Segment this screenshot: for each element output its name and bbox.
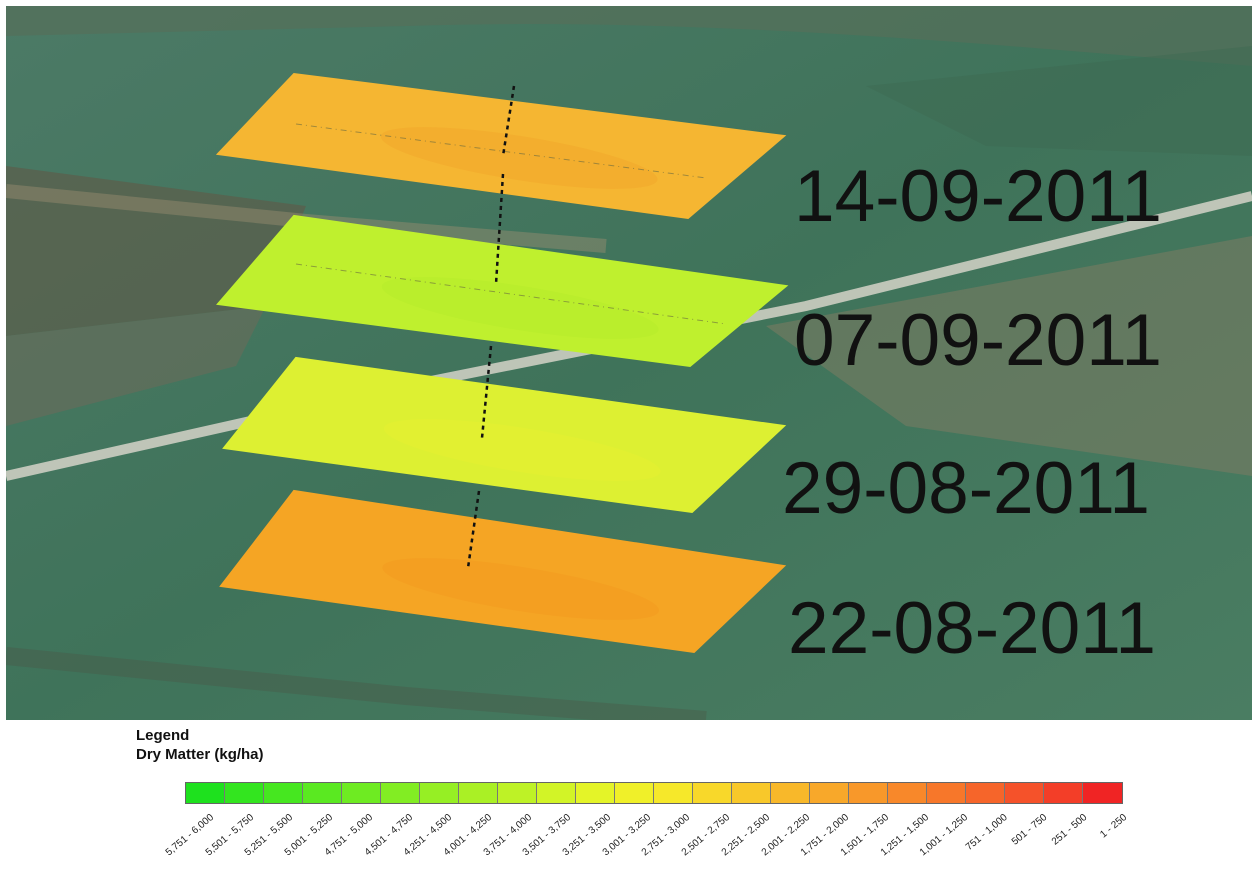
legend-swatch (381, 783, 420, 803)
dashed-segment (501, 85, 516, 157)
legend-swatch (459, 783, 498, 803)
legend-swatch (966, 783, 1005, 803)
dashed-segment (466, 490, 481, 569)
legend-swatch (693, 783, 732, 803)
date-label-29-08-2011: 29-08-2011 (782, 448, 1150, 529)
dry-matter-layers (215, 72, 789, 654)
dry-matter-layer-29-08-2011 (222, 356, 787, 514)
aerial-map-view: 14-09-2011 07-09-2011 29-08-2011 22-08-2… (4, 6, 1254, 729)
legend-swatch (1044, 783, 1083, 803)
layer-shading (380, 127, 658, 189)
dashed-segment (494, 173, 505, 285)
legend-swatch (1005, 783, 1044, 803)
reference-dashed-line (466, 85, 516, 569)
dry-matter-layer-07-09-2011 (216, 214, 789, 368)
legend-color-ramp (185, 782, 1123, 804)
legend-swatch (810, 783, 849, 803)
legend-swatch (420, 783, 459, 803)
legend-swatch (576, 783, 615, 803)
layer-shading (381, 277, 659, 339)
tree-strip (866, 46, 1252, 156)
date-label-07-09-2011: 07-09-2011 (794, 300, 1162, 381)
dry-matter-layer-22-08-2011 (219, 489, 787, 654)
legend-title: Legend (136, 727, 190, 744)
layer-shading (383, 419, 661, 481)
transect-line (295, 263, 727, 325)
legend-swatch (615, 783, 654, 803)
legend-subtitle: Dry Matter (kg/ha) (136, 746, 264, 763)
date-label-14-09-2011: 14-09-2011 (794, 156, 1162, 237)
legend-swatch (849, 783, 888, 803)
legend-swatch (888, 783, 927, 803)
legend-swatch (225, 783, 264, 803)
dry-matter-layer-14-09-2011 (215, 72, 787, 220)
right-plot (766, 236, 1252, 476)
legend-swatch (537, 783, 576, 803)
legend-swatch (342, 783, 381, 803)
legend-swatch (732, 783, 771, 803)
layer-shading (382, 558, 660, 620)
legend-swatch (303, 783, 342, 803)
top-field (6, 6, 1252, 66)
legend-swatch (654, 783, 693, 803)
legend-swatch (927, 783, 966, 803)
legend-swatch (771, 783, 810, 803)
lower-track (5, 647, 707, 729)
legend-swatch (1083, 783, 1122, 803)
legend-swatch (186, 783, 225, 803)
legend-swatch (264, 783, 303, 803)
legend-swatch (498, 783, 537, 803)
aerial-imagery (4, 6, 1254, 729)
date-label-22-08-2011: 22-08-2011 (788, 588, 1156, 669)
brown-plot (6, 306, 266, 426)
